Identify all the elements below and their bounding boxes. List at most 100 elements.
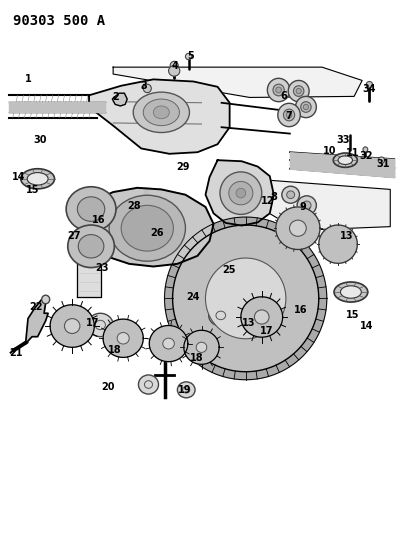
Ellipse shape <box>64 319 80 334</box>
Ellipse shape <box>68 225 114 268</box>
Ellipse shape <box>301 102 311 112</box>
Ellipse shape <box>87 313 113 337</box>
Text: 17: 17 <box>260 326 273 336</box>
Text: 13: 13 <box>242 318 256 328</box>
Text: 29: 29 <box>176 161 189 172</box>
Polygon shape <box>26 300 48 344</box>
Ellipse shape <box>273 84 284 96</box>
Text: 10: 10 <box>323 146 337 156</box>
Polygon shape <box>149 326 188 362</box>
Polygon shape <box>89 79 230 154</box>
Ellipse shape <box>66 187 116 231</box>
Ellipse shape <box>236 188 246 198</box>
Ellipse shape <box>363 147 368 152</box>
Polygon shape <box>172 225 319 372</box>
Ellipse shape <box>117 333 129 344</box>
Text: 30: 30 <box>33 135 47 145</box>
Ellipse shape <box>288 80 309 102</box>
Text: 3: 3 <box>140 81 147 91</box>
Polygon shape <box>77 201 105 255</box>
Ellipse shape <box>209 305 233 326</box>
Text: 18: 18 <box>190 353 204 363</box>
Text: 9: 9 <box>299 202 306 212</box>
Text: 12: 12 <box>261 196 274 206</box>
Ellipse shape <box>276 87 281 93</box>
Polygon shape <box>103 319 143 358</box>
Ellipse shape <box>27 173 48 185</box>
Ellipse shape <box>338 156 353 165</box>
Ellipse shape <box>78 231 83 236</box>
Ellipse shape <box>286 112 292 118</box>
Ellipse shape <box>302 201 311 209</box>
Ellipse shape <box>206 258 286 339</box>
Text: 11: 11 <box>346 148 359 158</box>
Text: 18: 18 <box>108 345 121 355</box>
Text: 23: 23 <box>96 263 109 272</box>
Text: 28: 28 <box>128 201 141 212</box>
Text: 13: 13 <box>340 231 354 241</box>
Ellipse shape <box>282 186 299 203</box>
Ellipse shape <box>287 191 295 199</box>
Ellipse shape <box>143 84 151 93</box>
Ellipse shape <box>366 82 373 88</box>
Ellipse shape <box>295 96 316 118</box>
Ellipse shape <box>139 375 158 394</box>
Ellipse shape <box>185 53 192 60</box>
Ellipse shape <box>267 78 290 102</box>
Text: 16: 16 <box>91 215 105 225</box>
Ellipse shape <box>254 310 269 324</box>
Polygon shape <box>50 305 94 348</box>
Ellipse shape <box>153 106 169 119</box>
Text: 7: 7 <box>286 111 293 121</box>
Ellipse shape <box>133 92 189 133</box>
Polygon shape <box>206 160 274 225</box>
Ellipse shape <box>78 235 104 258</box>
Polygon shape <box>184 330 219 365</box>
Ellipse shape <box>278 103 300 127</box>
Ellipse shape <box>229 181 253 205</box>
Polygon shape <box>241 297 283 337</box>
Text: 14: 14 <box>360 321 374 331</box>
Ellipse shape <box>143 99 179 126</box>
Text: 31: 31 <box>377 159 390 169</box>
Text: 2: 2 <box>112 92 118 102</box>
Ellipse shape <box>289 220 306 236</box>
Ellipse shape <box>168 66 180 76</box>
Ellipse shape <box>109 195 185 261</box>
Ellipse shape <box>341 286 361 298</box>
Text: 26: 26 <box>150 228 163 238</box>
Text: 24: 24 <box>186 292 199 302</box>
Ellipse shape <box>21 169 54 189</box>
Text: 34: 34 <box>363 84 376 94</box>
Polygon shape <box>81 188 214 266</box>
Text: 19: 19 <box>178 385 191 395</box>
Text: 90303 500 A: 90303 500 A <box>13 14 105 28</box>
Text: 25: 25 <box>222 265 236 275</box>
Ellipse shape <box>163 338 174 349</box>
Text: 15: 15 <box>26 185 39 196</box>
Text: 33: 33 <box>337 135 350 145</box>
Ellipse shape <box>333 153 357 167</box>
Polygon shape <box>113 67 362 98</box>
Text: 15: 15 <box>346 310 359 320</box>
Polygon shape <box>276 207 320 249</box>
Ellipse shape <box>42 295 50 304</box>
Ellipse shape <box>283 109 295 121</box>
Polygon shape <box>250 179 390 230</box>
Text: 6: 6 <box>280 91 287 101</box>
Ellipse shape <box>177 382 195 398</box>
Ellipse shape <box>296 88 301 94</box>
Text: 21: 21 <box>9 348 23 358</box>
Ellipse shape <box>297 196 316 215</box>
Text: 8: 8 <box>270 192 277 203</box>
Polygon shape <box>112 93 127 106</box>
Ellipse shape <box>121 205 173 251</box>
Ellipse shape <box>293 86 304 96</box>
Text: 16: 16 <box>294 305 308 315</box>
Ellipse shape <box>378 157 384 164</box>
Ellipse shape <box>77 197 105 221</box>
Ellipse shape <box>220 172 262 214</box>
Text: 4: 4 <box>172 61 179 70</box>
Text: 14: 14 <box>12 172 25 182</box>
Polygon shape <box>164 217 327 379</box>
